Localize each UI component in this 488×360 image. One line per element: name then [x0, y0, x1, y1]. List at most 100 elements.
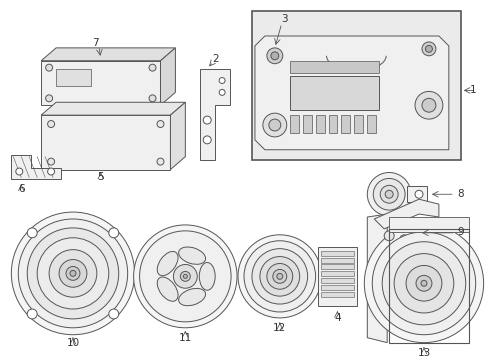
Bar [289, 61, 379, 73]
Circle shape [70, 270, 76, 276]
Circle shape [415, 275, 431, 291]
Circle shape [219, 77, 224, 84]
Polygon shape [200, 69, 230, 159]
Circle shape [66, 266, 80, 280]
Circle shape [47, 168, 55, 175]
Circle shape [219, 89, 224, 95]
Bar [302, 115, 311, 133]
Circle shape [382, 242, 465, 325]
Circle shape [266, 48, 282, 64]
Polygon shape [379, 226, 413, 246]
Circle shape [49, 249, 97, 297]
Polygon shape [160, 48, 175, 105]
Circle shape [263, 113, 286, 137]
Ellipse shape [157, 277, 178, 301]
Circle shape [393, 253, 453, 313]
Bar [341, 115, 350, 133]
Polygon shape [373, 199, 438, 229]
Bar [320, 292, 354, 297]
Polygon shape [254, 36, 448, 150]
Circle shape [380, 185, 397, 203]
Circle shape [47, 121, 55, 127]
Circle shape [11, 212, 134, 335]
Bar [328, 115, 337, 133]
Bar [320, 251, 354, 256]
Bar [320, 271, 354, 276]
Ellipse shape [178, 247, 205, 264]
Bar [289, 115, 298, 133]
Circle shape [183, 274, 187, 278]
Circle shape [59, 260, 87, 287]
Circle shape [384, 231, 393, 241]
Circle shape [47, 158, 55, 165]
Circle shape [18, 219, 127, 328]
Polygon shape [41, 102, 185, 115]
Circle shape [260, 257, 299, 296]
Circle shape [157, 158, 163, 165]
Circle shape [421, 42, 435, 56]
Ellipse shape [199, 262, 215, 290]
Circle shape [238, 235, 321, 318]
Bar [366, 115, 375, 133]
Text: 8: 8 [456, 189, 463, 199]
Circle shape [133, 225, 237, 328]
Circle shape [108, 309, 119, 319]
Ellipse shape [157, 251, 178, 276]
Bar [320, 278, 354, 283]
Circle shape [16, 168, 23, 175]
Polygon shape [406, 186, 426, 202]
Bar [317, 247, 357, 306]
Text: 3: 3 [281, 14, 287, 24]
Bar [320, 285, 354, 290]
Ellipse shape [178, 288, 205, 306]
Circle shape [108, 228, 119, 238]
Bar [41, 115, 170, 170]
Circle shape [364, 224, 483, 343]
Circle shape [272, 269, 286, 283]
Circle shape [149, 95, 156, 102]
Circle shape [157, 121, 163, 127]
Circle shape [244, 241, 315, 312]
Polygon shape [366, 214, 386, 343]
Circle shape [372, 179, 404, 210]
Text: 4: 4 [333, 313, 340, 323]
Text: 12: 12 [273, 323, 286, 333]
Bar [388, 217, 468, 232]
Text: 13: 13 [416, 347, 430, 357]
Circle shape [385, 190, 392, 198]
Text: 10: 10 [66, 338, 80, 348]
Circle shape [420, 280, 426, 286]
Circle shape [27, 309, 37, 319]
Polygon shape [11, 155, 61, 179]
Circle shape [180, 271, 190, 281]
Circle shape [268, 119, 280, 131]
Circle shape [139, 231, 231, 322]
Circle shape [27, 228, 119, 319]
Circle shape [203, 116, 211, 124]
Text: 2: 2 [211, 54, 218, 64]
Text: 11: 11 [178, 333, 192, 343]
Circle shape [421, 98, 435, 112]
Circle shape [45, 95, 53, 102]
Circle shape [276, 273, 282, 279]
Circle shape [414, 190, 422, 198]
Bar [315, 115, 324, 133]
Circle shape [37, 238, 108, 309]
Bar [320, 257, 354, 262]
Circle shape [270, 52, 278, 60]
Circle shape [414, 91, 442, 119]
Circle shape [425, 45, 431, 52]
Circle shape [251, 249, 307, 304]
Circle shape [149, 64, 156, 71]
Polygon shape [170, 102, 185, 170]
Text: 1: 1 [468, 85, 475, 95]
Bar [320, 265, 354, 269]
Text: 9: 9 [456, 227, 463, 237]
Circle shape [366, 172, 410, 216]
Text: 6: 6 [18, 184, 24, 194]
Circle shape [45, 64, 53, 71]
Circle shape [27, 228, 37, 238]
Polygon shape [41, 48, 175, 61]
Circle shape [405, 265, 441, 301]
Circle shape [173, 265, 197, 288]
